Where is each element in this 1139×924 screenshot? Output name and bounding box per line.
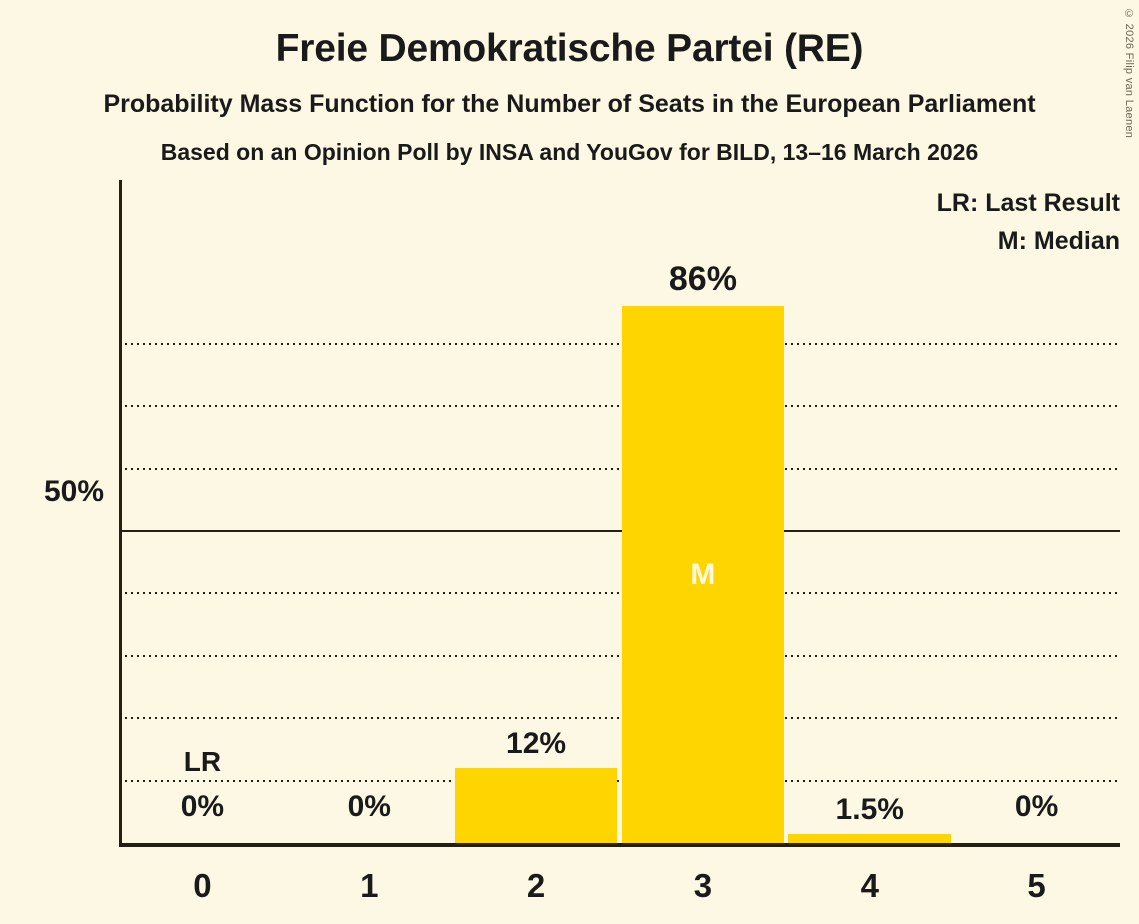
bar-value-label-0: 0% [180,790,225,823]
bar-value-label-5: 0% [1014,790,1059,823]
bar-value-label-3: 86% [668,260,737,299]
median-marker: M [690,557,716,591]
chart-source-line: Based on an Opinion Poll by INSA and You… [160,139,979,165]
gridline-30pct [119,654,1120,657]
y-axis-tick-50: 50% [43,475,104,508]
legend-item-last-result: LR: Last Result [936,189,1120,217]
x-axis-tick-2: 2 [526,867,546,904]
x-axis-tick-1: 1 [360,867,379,904]
page-title: Freie Demokratische Partei (RE) [275,27,864,70]
gridline-50pct [119,530,1120,532]
bar-value-label-1: 0% [347,790,391,823]
gridline-40pct [119,592,1120,595]
bar-4[interactable] [788,833,952,843]
gridline-70pct [119,405,1120,408]
x-axis-line [119,843,1120,847]
gridline-20pct [119,717,1120,720]
x-axis-tick-5: 5 [1027,867,1046,904]
gridline-60pct [119,467,1120,470]
chart-subtitle: Probability Mass Function for the Number… [103,90,1036,118]
bar-value-label-2: 12% [506,727,567,761]
copyright-notice: © 2026 Filip van Laenen [1123,8,1135,139]
last-result-marker: LR [183,745,222,777]
plot-area: 0% 0% 12% 86% 1.5% 0% LR M [119,180,1120,847]
gridline-80pct [119,342,1120,345]
bar-3[interactable] [621,306,785,843]
x-axis-tick-0: 0 [193,867,212,904]
x-axis-tick-4: 4 [860,867,879,904]
gridline-10pct [119,779,1120,782]
chart-header: Freie Demokratische Partei (RE) Probabil… [0,0,1139,176]
x-axis-tick-3: 3 [693,867,713,904]
legend-item-median: M: Median [997,227,1120,255]
y-axis-line [119,180,122,846]
bar-2[interactable] [454,768,618,843]
chart-legend: LR: Last Result M: Median [937,184,1120,260]
bar-value-label-4: 1.5% [835,792,904,826]
